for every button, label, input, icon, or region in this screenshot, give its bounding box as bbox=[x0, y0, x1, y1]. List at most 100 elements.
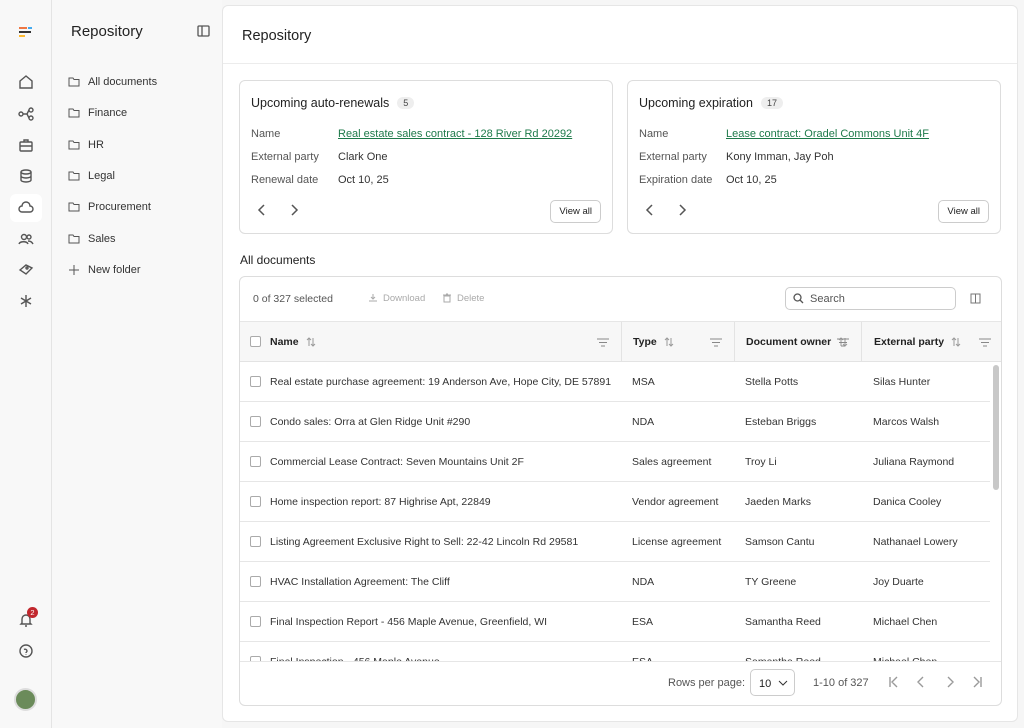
folder-item[interactable]: HR bbox=[68, 139, 104, 151]
folder-item[interactable]: Sales bbox=[68, 233, 116, 245]
table-row[interactable]: Real estate purchase agreement: 19 Ander… bbox=[240, 362, 990, 402]
table-cell: Condo sales: Orra at Glen Ridge Unit #29… bbox=[270, 416, 471, 428]
workflow-icon[interactable] bbox=[18, 106, 34, 122]
people-icon[interactable] bbox=[18, 231, 34, 247]
table-cell: Silas Hunter bbox=[873, 376, 931, 388]
card-title-text: Upcoming expiration bbox=[639, 96, 753, 110]
table-cell: Listing Agreement Exclusive Right to Sel… bbox=[270, 536, 579, 548]
table-row[interactable]: Final Inspection - 456 Maple Avenue ESA Sa… bbox=[240, 642, 990, 661]
user-avatar[interactable] bbox=[14, 688, 37, 711]
table-cell: Sales agreement bbox=[632, 456, 712, 468]
tags-icon[interactable] bbox=[18, 262, 34, 278]
table-cell: Final Inspection - 456 Maple Avenue bbox=[270, 656, 440, 661]
table-cell: NDA bbox=[632, 576, 655, 588]
table-cell: Troy Li bbox=[745, 456, 777, 468]
field-value: Kony Imman, Jay Poh bbox=[726, 151, 834, 163]
folder-item[interactable]: Finance bbox=[68, 107, 127, 119]
field-value: Oct 10, 25 bbox=[338, 174, 389, 186]
new-folder[interactable]: New folder bbox=[68, 264, 141, 276]
table-row[interactable]: Final Inspection Report - 456 Maple Aven… bbox=[240, 602, 990, 642]
logo bbox=[19, 27, 32, 37]
view-all-button[interactable]: View all bbox=[938, 200, 989, 223]
field-value: Oct 10, 25 bbox=[726, 174, 777, 186]
rows-per-page-select[interactable]: 10 bbox=[750, 669, 795, 696]
rows-per-page-value: 10 bbox=[759, 678, 772, 690]
table-cell: Esteban Briggs bbox=[745, 416, 817, 428]
divider bbox=[223, 63, 1017, 64]
column-header[interactable]: Document owner bbox=[734, 322, 861, 362]
selected-count: 0 of 327 selected bbox=[253, 293, 333, 305]
table-cell: Samantha Reed bbox=[745, 616, 821, 628]
table-cell: Vendor agreement bbox=[632, 496, 719, 508]
table-cell: Michael Chen bbox=[873, 656, 937, 661]
download-button[interactable]: Download bbox=[368, 293, 425, 304]
search-placeholder: Search bbox=[810, 292, 845, 305]
table-row[interactable]: HVAC Installation Agreement: The Cliff ND… bbox=[240, 562, 990, 602]
table-row[interactable]: Home inspection report: 87 Highrise Apt,… bbox=[240, 482, 990, 522]
folder-label: Legal bbox=[88, 169, 115, 182]
table-cell: Commercial Lease Contract: Seven Mountai… bbox=[270, 456, 524, 468]
ai-icon[interactable] bbox=[18, 293, 34, 309]
documents-table: 0 of 327 selected Download Delete Search… bbox=[239, 276, 1002, 706]
main-content: Repository Upcoming auto-renewals 5 Name Re… bbox=[222, 5, 1018, 722]
scrollbar[interactable] bbox=[993, 365, 999, 490]
field-value[interactable]: Lease contract: Oradel Commons Unit 4F bbox=[726, 128, 929, 140]
search-box[interactable]: Search bbox=[785, 287, 956, 310]
column-header-label: External party bbox=[874, 336, 945, 348]
divider bbox=[240, 661, 1001, 662]
download-label: Download bbox=[383, 293, 426, 304]
column-header[interactable]: Type bbox=[621, 322, 734, 362]
table-cell: MSA bbox=[632, 376, 655, 388]
table-cell: ESA bbox=[632, 656, 653, 661]
folder-item[interactable]: All documents bbox=[68, 76, 157, 88]
table-cell: Joy Duarte bbox=[873, 576, 924, 588]
collapse-icon[interactable] bbox=[197, 25, 210, 37]
table-row[interactable]: Condo sales: Orra at Glen Ridge Unit #29… bbox=[240, 402, 990, 442]
page-title: Repository bbox=[242, 28, 312, 44]
row-checkbox[interactable] bbox=[250, 656, 261, 661]
table-cell: Jaeden Marks bbox=[745, 496, 811, 508]
row-checkbox[interactable] bbox=[250, 376, 261, 387]
column-header[interactable]: External party bbox=[861, 322, 1001, 362]
column-header-label: Document owner bbox=[746, 336, 832, 348]
table-cell: Samantha Reed bbox=[745, 656, 821, 661]
table-cell: Home inspection report: 87 Highrise Apt,… bbox=[270, 496, 491, 508]
columns-icon[interactable] bbox=[970, 293, 981, 304]
briefcase-icon[interactable] bbox=[18, 137, 34, 153]
column-header-label: Type bbox=[633, 336, 657, 348]
table-cell: Nathanael Lowery bbox=[873, 536, 958, 548]
folder-item[interactable]: Legal bbox=[68, 170, 115, 182]
field-value: Clark One bbox=[338, 151, 388, 163]
table-row[interactable]: Commercial Lease Contract: Seven Mountai… bbox=[240, 442, 990, 482]
row-checkbox[interactable] bbox=[250, 456, 261, 467]
delete-button[interactable]: Delete bbox=[442, 293, 484, 304]
notification-badge: 2 bbox=[27, 607, 38, 618]
row-checkbox[interactable] bbox=[250, 536, 261, 547]
folder-item[interactable]: Procurement bbox=[68, 201, 151, 213]
table-cell: Michael Chen bbox=[873, 616, 938, 628]
repository-icon[interactable] bbox=[18, 200, 34, 216]
row-checkbox[interactable] bbox=[250, 616, 261, 627]
home-icon[interactable] bbox=[18, 74, 34, 90]
field-value[interactable]: Real estate sales contract - 128 River R… bbox=[338, 128, 573, 140]
active-nav-bg bbox=[10, 194, 42, 222]
table-cell: Stella Potts bbox=[745, 376, 799, 388]
folder-label: HR bbox=[88, 138, 104, 151]
column-header[interactable]: Name bbox=[240, 322, 621, 362]
table-cell: License agreement bbox=[632, 536, 722, 548]
count-badge: 5 bbox=[397, 97, 415, 109]
delete-label: Delete bbox=[457, 293, 485, 304]
table-row[interactable]: Listing Agreement Exclusive Right to Sel… bbox=[240, 522, 990, 562]
view-all-button[interactable]: View all bbox=[550, 200, 601, 223]
field-label: Expiration date bbox=[639, 174, 713, 186]
help-icon[interactable] bbox=[18, 643, 34, 659]
database-icon[interactable] bbox=[18, 168, 34, 184]
row-checkbox[interactable] bbox=[250, 576, 261, 587]
icon-rail: 2 bbox=[0, 0, 52, 728]
pagination-controls[interactable] bbox=[888, 676, 988, 688]
select-all-checkbox[interactable] bbox=[250, 336, 261, 347]
new-folder-label: New folder bbox=[88, 264, 141, 276]
row-checkbox[interactable] bbox=[250, 496, 261, 507]
row-checkbox[interactable] bbox=[250, 416, 261, 427]
